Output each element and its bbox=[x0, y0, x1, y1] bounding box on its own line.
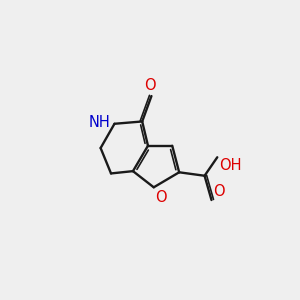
Text: OH: OH bbox=[219, 158, 242, 173]
Text: O: O bbox=[145, 78, 156, 93]
Text: NH: NH bbox=[88, 115, 110, 130]
Text: O: O bbox=[213, 184, 225, 199]
Text: O: O bbox=[155, 190, 167, 205]
